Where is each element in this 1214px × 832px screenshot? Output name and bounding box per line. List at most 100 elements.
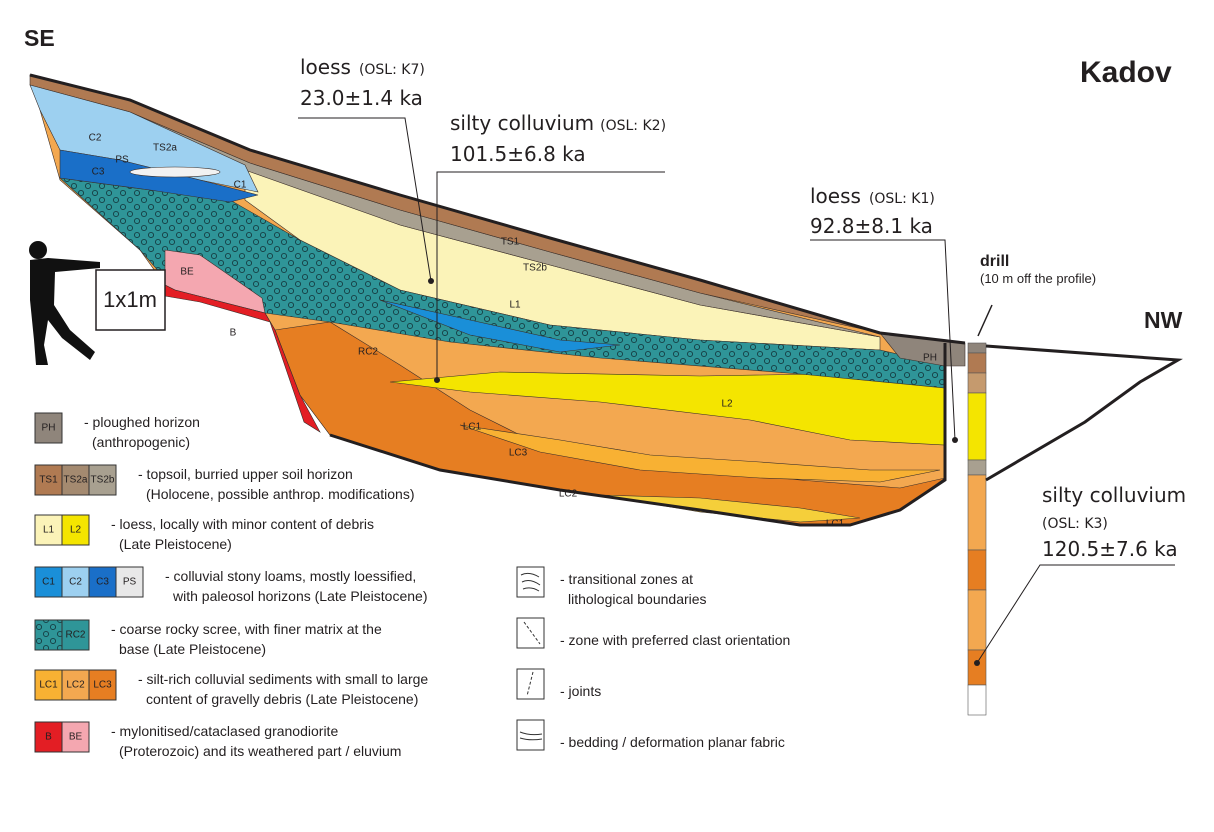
material: loess <box>810 184 861 208</box>
layer-lc1-band <box>459 424 941 483</box>
sample: (OSL: K2) <box>600 118 666 134</box>
legend-text: base (Late Pleistocene) <box>119 641 266 657</box>
sample: (OSL: K3) <box>1042 516 1108 532</box>
swatch-label: LC3 <box>93 680 112 691</box>
legend-swatch <box>88 566 117 598</box>
legend-swatch <box>61 721 90 753</box>
symbol-text: - joints <box>560 683 601 699</box>
legend-text: - colluvial stony loams, mostly loessifi… <box>165 568 416 584</box>
sample-point <box>434 377 440 383</box>
header-se: SE <box>24 25 55 51</box>
drill-pointer <box>977 304 993 337</box>
drill-segment <box>967 589 987 651</box>
layer-label: PS <box>115 155 129 166</box>
base-line <box>329 343 947 527</box>
symbol-glyph <box>526 671 534 697</box>
drill-segment <box>967 392 987 461</box>
layer-label: LC1 <box>463 422 482 433</box>
swatch-label: C2 <box>69 577 82 588</box>
leader-k1 <box>810 239 956 441</box>
layer-label: BE <box>180 267 194 278</box>
legend-text: content of gravelly debris (Late Pleisto… <box>146 691 418 707</box>
swatch-label: PH <box>42 423 56 434</box>
symbol-text: lithological boundaries <box>568 591 707 607</box>
symbol-text: - bedding / deformation planar fabric <box>560 734 785 750</box>
layer-label: TS2a <box>153 143 177 154</box>
swatch-label: C1 <box>42 577 55 588</box>
osl-age: 120.5±7.6 ka <box>1042 537 1178 561</box>
header-nw: NW <box>1144 307 1183 333</box>
surface-line <box>29 73 966 345</box>
layer-label: C1 <box>234 180 247 191</box>
layer-label: C3 <box>92 167 105 178</box>
swatch-label: BE <box>69 732 83 743</box>
layer-label: RC2 <box>358 347 378 358</box>
symbol-box <box>516 566 545 598</box>
layer-label: L2 <box>721 399 733 410</box>
swatch-label: PS <box>123 577 137 588</box>
symbol-glyph <box>523 621 541 645</box>
legend-swatch <box>61 566 90 598</box>
osl-sample: (OSL: K3) <box>1042 516 1108 532</box>
layer-label: LC3 <box>509 448 528 459</box>
swatch-label: L2 <box>70 525 82 536</box>
leader-k2 <box>436 171 665 380</box>
drill-segment <box>967 372 987 394</box>
layer-c1-lens <box>379 299 621 353</box>
legend-text: - silt-rich colluvial sediments with sma… <box>138 671 428 687</box>
swatch-label: TS2a <box>64 475 88 486</box>
legend-text: - mylonitised/cataclased granodiorite <box>111 723 338 739</box>
layer-lc1-lens <box>599 494 861 523</box>
drill-segment <box>967 549 987 591</box>
sample: (OSL: K7) <box>359 62 425 78</box>
legend-text: (Late Pleistocene) <box>119 536 232 552</box>
drill-segment <box>967 649 987 686</box>
drill-note: (10 m off the profile) <box>980 271 1096 286</box>
legend-swatch <box>115 566 144 598</box>
osl-label: silty colluvium (OSL: K2) <box>450 111 666 135</box>
layer-label: C2 <box>89 133 102 144</box>
drill-segment <box>967 342 987 354</box>
legend-swatch <box>34 669 63 701</box>
layer-label: B <box>230 328 237 339</box>
swatch-label: L1 <box>43 525 55 536</box>
figure-body <box>30 258 100 365</box>
sample: (OSL: K1) <box>869 191 935 207</box>
drill-segment <box>967 684 987 716</box>
drill-title: drill <box>980 253 1009 270</box>
layer-l2 <box>389 371 946 446</box>
layer-label: TS1 <box>501 237 520 248</box>
osl-leaders <box>298 117 1175 664</box>
swatch-label: C3 <box>96 577 109 588</box>
swatch-label: TS1 <box>39 475 58 486</box>
legend-text: with paleosol horizons (Late Pleistocene… <box>172 588 427 604</box>
legend-text: - loess, locally with minor content of d… <box>111 516 374 532</box>
layer-label: LC1 <box>826 519 845 530</box>
legend-text: (Proterozoic) and its weathered part / e… <box>119 743 401 759</box>
symbol-text: - zone with preferred clast orientation <box>560 632 790 648</box>
layer-label: LC2 <box>559 489 578 500</box>
swatch-label: RC2 <box>65 630 85 641</box>
symbol-glyph <box>520 572 541 592</box>
drill-column <box>967 342 987 716</box>
legend-swatch <box>61 669 90 701</box>
legend-swatch <box>61 514 90 546</box>
layer-label: PH <box>923 353 937 364</box>
osl-age: 92.8±8.1 ka <box>810 214 933 238</box>
layer-b <box>164 284 321 433</box>
legend-swatch <box>88 669 117 701</box>
swatch-label: LC1 <box>39 680 58 691</box>
site-title: Kadov <box>1080 56 1172 89</box>
scale-box <box>95 269 166 331</box>
layer-ps <box>129 166 221 178</box>
osl-label: loess (OSL: K7) <box>300 55 425 79</box>
osl-age: 23.0±1.4 ka <box>300 86 423 110</box>
swatch-label: TS2b <box>91 475 115 486</box>
legend-swatch <box>34 514 63 546</box>
legend-swatch <box>34 412 63 444</box>
layer-label: L1 <box>509 300 521 311</box>
generated: C2 TS2a PS C3 C1 TS1 TS2b L1 BE B RC2 PH L2 LC1 LC3 LC2… <box>34 133 937 759</box>
profile-section <box>29 74 966 526</box>
sample-point <box>952 437 958 443</box>
